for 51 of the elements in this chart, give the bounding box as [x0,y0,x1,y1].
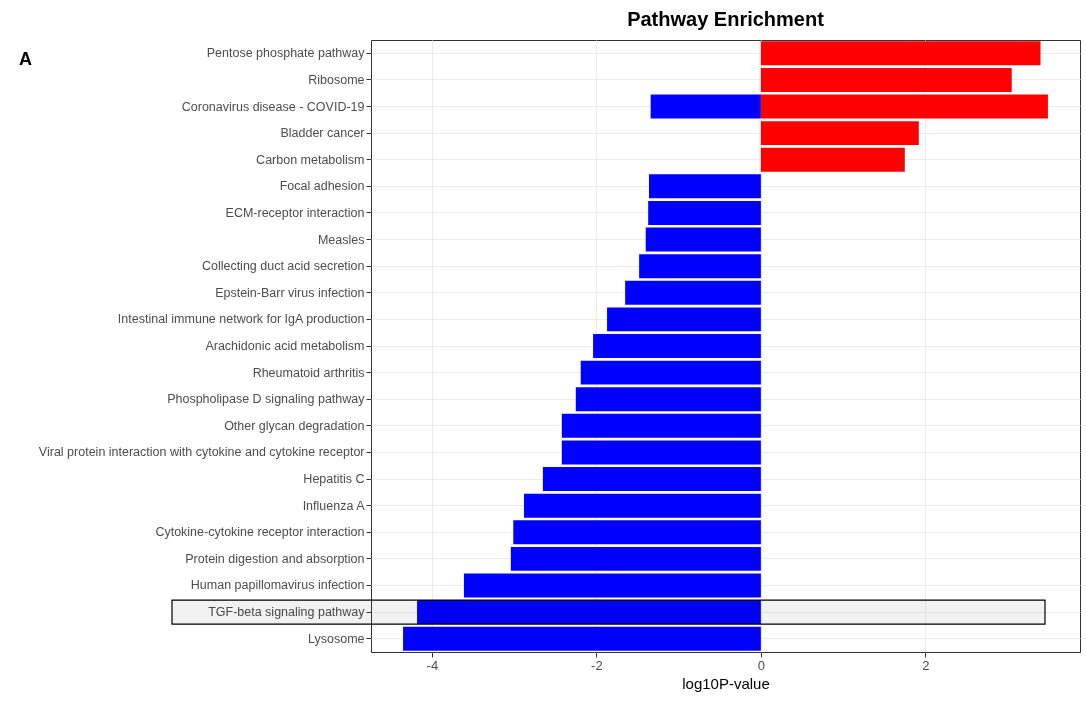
x-tick-label: -4 [426,657,439,673]
text: A [19,49,32,69]
y-tick-label: Epstein-Barr virus infection [215,285,365,300]
y-tick-label: Measles [317,232,365,247]
bar [760,94,1048,119]
bar [760,67,1012,92]
y-tick-label: Hepatitis C [303,472,365,487]
bar [593,334,761,358]
bar [639,254,761,279]
bar [542,467,761,492]
y-tick-label: Carbon metabolism [256,152,365,167]
x-tick-label: 0 [757,657,765,673]
bar [760,41,1041,66]
bar [607,307,761,332]
x-tick-label: -2 [591,657,603,673]
bar [760,147,905,172]
y-tick-label: Focal adhesion [279,179,365,194]
y-tick-label: Human papillomavirus infection [190,578,365,593]
x-axis-title: log10P-value [682,674,770,692]
x-tick-label: 2 [922,657,930,673]
y-tick-label: Coronavirus disease - COVID-19 [181,99,365,114]
y-tick-label: ECM-receptor interaction [225,205,365,220]
y-tick-label: Rheumatoid arthritis [252,365,365,380]
y-tick-label: Intestinal immune network for IgA production [117,312,365,327]
y-tick-label: TGF-beta signaling pathway [208,605,366,620]
bar [645,227,761,252]
bar [523,493,761,518]
bar [625,280,761,305]
bar [561,413,761,438]
y-tick-label: Collecting duct acid secretion [201,259,365,274]
y-tick-label: Cytokine-cytokine receptor interaction [155,525,365,540]
y-tick-label: Influenza A [302,498,366,513]
bar [561,440,761,465]
bar [650,94,761,119]
bar [510,546,761,571]
y-tick-label: Pentose phosphate pathway [206,46,366,61]
y-tick-label: Protein digestion and absorption [185,551,365,566]
bar [649,174,761,199]
bar [648,200,761,225]
y-tick-label: Arachidonic acid metabolism [205,339,365,353]
bar [580,360,761,385]
y-tick-label: Ribosome [308,72,365,87]
y-tick-label: Lysosome [307,631,365,646]
y-tick-label: Phospholipase D signaling pathway [167,392,366,407]
bar [513,520,761,545]
y-tick-label: Other glycan degradation [224,418,365,433]
y-tick-label: Viral protein interaction with cytokine and cytokine receptor [38,445,365,460]
bar [575,387,761,412]
chart-title: Pathway Enrichment [627,8,825,30]
bar [760,121,919,146]
y-tick-label: Bladder cancer [280,126,365,141]
